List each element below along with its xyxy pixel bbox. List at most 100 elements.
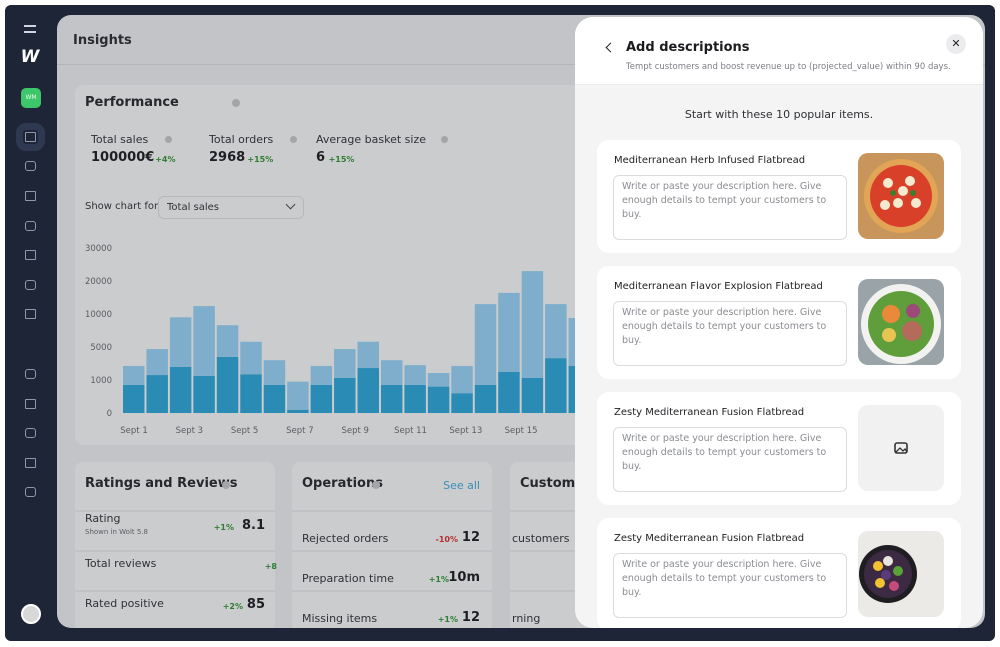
info-dot <box>165 136 173 143</box>
bar-segment <box>334 349 356 378</box>
description-input[interactable]: Write or paste your description here. Gi… <box>613 175 847 240</box>
bar-segment <box>380 384 403 413</box>
bar-segment <box>146 349 168 376</box>
nav-icon[interactable] <box>25 428 36 438</box>
item-name: Mediterranean Herb Infused Flatbread <box>614 155 806 166</box>
bar-segment <box>427 386 450 413</box>
y-tick-label: 20000 <box>85 277 112 287</box>
x-tick-label: Sept 9 <box>341 426 368 436</box>
row-change: +1% <box>437 615 458 624</box>
y-tick-label: 10000 <box>85 310 112 320</box>
operations-card: Operations See all Rejected orders 12 -10% Pr… <box>292 462 492 628</box>
avatar[interactable] <box>21 604 41 624</box>
x-tick-label: Sept 15 <box>505 426 538 436</box>
nav-icon[interactable] <box>25 369 36 379</box>
bar-segment <box>545 358 567 413</box>
nav-icon[interactable] <box>25 487 36 497</box>
description-input[interactable]: Write or paste your description here. Gi… <box>613 553 847 618</box>
bar-segment <box>451 365 473 394</box>
bar-segment <box>193 306 215 376</box>
y-tick-label: 30000 <box>85 244 112 254</box>
bar-segment <box>310 365 333 385</box>
bar-segment <box>193 375 215 413</box>
row-divider <box>75 590 275 592</box>
item-image[interactable] <box>858 405 944 491</box>
metric-change: +4% <box>155 155 176 164</box>
nav-icon[interactable] <box>25 161 36 171</box>
store-badge[interactable]: WM <box>21 88 41 108</box>
nav-icon[interactable] <box>25 280 36 290</box>
row-value: 12 <box>461 610 480 625</box>
row-sub: Shown in Wolt 5.8 <box>85 528 148 536</box>
bar-segment <box>146 375 168 413</box>
bar-segment <box>404 365 426 385</box>
select-value: Total sales <box>167 202 220 213</box>
description-input[interactable]: Write or paste your description here. Gi… <box>613 301 847 366</box>
bar-segment <box>357 368 379 413</box>
item-card: Zesty Mediterranean Fusion Flatbread Writ… <box>597 392 961 505</box>
nav-icon[interactable] <box>25 221 36 231</box>
item-image <box>858 279 944 365</box>
nav-icon[interactable] <box>25 309 36 319</box>
info-dot <box>440 136 448 143</box>
y-tick-label: 5000 <box>90 343 112 353</box>
modal-subtitle: Tempt customers and boost revenue up to … <box>626 62 951 72</box>
nav-icon[interactable] <box>25 250 36 260</box>
menu-icon[interactable] <box>24 25 36 33</box>
close-button[interactable]: ✕ <box>946 34 966 54</box>
info-dot <box>232 99 240 107</box>
row-label: Rejected orders <box>302 532 389 545</box>
item-name: Zesty Mediterranean Fusion Flatbread <box>614 407 805 418</box>
item-name: Zesty Mediterranean Fusion Flatbread <box>614 533 805 544</box>
add-descriptions-modal: Add descriptions Tempt customers and boo… <box>575 17 983 628</box>
item-card: Mediterranean Flavor Explosion Flatbread… <box>597 266 961 379</box>
metric-change: +15% <box>328 155 355 164</box>
bar-segment <box>357 341 379 369</box>
logo: W <box>20 47 40 67</box>
bar-segment <box>123 384 145 413</box>
row-label: Total reviews <box>85 557 157 570</box>
chart-select[interactable]: Total sales <box>158 196 304 219</box>
divider <box>57 64 985 65</box>
item-card: Mediterranean Herb Infused Flatbread Writ… <box>597 140 961 253</box>
bar-segment <box>287 381 309 410</box>
bar-segment <box>169 366 192 413</box>
nav-icon[interactable] <box>16 123 45 151</box>
bar-segment <box>521 271 544 378</box>
x-tick-label: Sept 11 <box>394 426 427 436</box>
metric-label: Average basket size <box>316 133 427 146</box>
bar-segment <box>545 304 567 359</box>
bar-segment <box>498 292 520 372</box>
nav-icon[interactable] <box>25 458 36 468</box>
row-change: +1% <box>213 523 234 532</box>
item-image <box>858 531 944 617</box>
bar-segment <box>169 317 192 367</box>
bar-segment <box>404 384 426 413</box>
bar-segment <box>451 393 473 413</box>
row-change: -10% <box>435 535 458 544</box>
bar-segment <box>287 409 309 413</box>
info-dot <box>372 481 380 489</box>
metric-value: 6 <box>316 150 326 165</box>
x-tick-label: Sept 3 <box>176 426 203 436</box>
metric-value: 100000€ <box>91 150 155 165</box>
nav-icon[interactable] <box>25 191 36 201</box>
page-title: Insights <box>73 33 132 48</box>
row-label: rning <box>512 612 541 625</box>
bar-segment <box>521 377 544 413</box>
metric-value: 2968 <box>209 150 246 165</box>
modal-title: Add descriptions <box>626 40 750 55</box>
metric-label: Total orders <box>209 133 274 146</box>
row-divider <box>75 510 275 512</box>
bar-segment <box>474 304 497 385</box>
bar-segment <box>263 384 286 413</box>
info-dot <box>222 481 230 489</box>
description-input[interactable]: Write or paste your description here. Gi… <box>613 427 847 492</box>
row-label: Missing items <box>302 612 378 625</box>
row-value: 10m <box>448 570 480 585</box>
see-all-link[interactable]: See all <box>443 479 480 492</box>
bar-segment <box>334 377 356 413</box>
nav-icon[interactable] <box>25 399 36 409</box>
